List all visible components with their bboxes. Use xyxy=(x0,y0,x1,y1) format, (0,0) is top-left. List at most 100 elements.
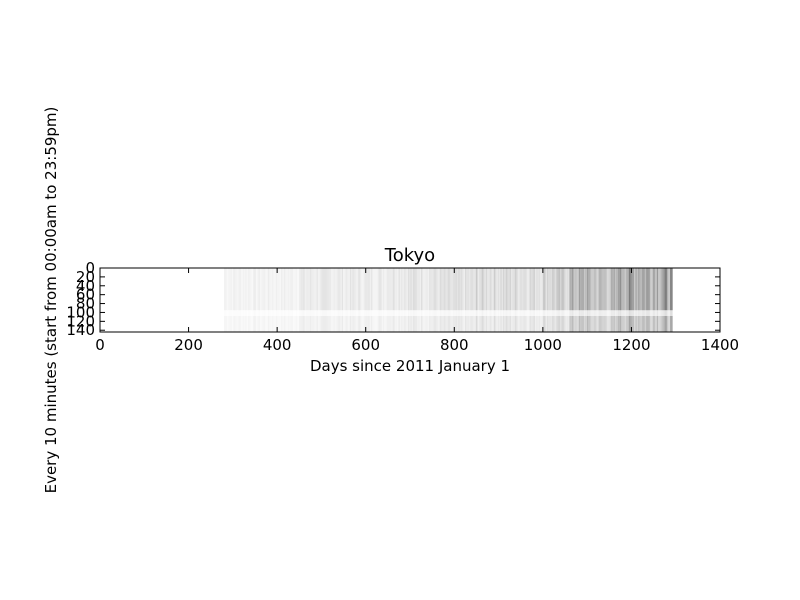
heatmap-cell xyxy=(405,316,407,332)
heatmap-cell xyxy=(451,316,453,332)
heatmap-cell xyxy=(345,316,348,332)
heatmap-cell xyxy=(656,310,658,316)
heatmap-cell xyxy=(477,268,480,311)
heatmap-cell xyxy=(360,316,362,332)
heatmap-cell xyxy=(542,310,543,316)
heatmap-cell xyxy=(347,310,348,316)
heatmap-cell xyxy=(304,268,306,311)
heatmap-cell xyxy=(471,316,473,332)
heatmap-cell xyxy=(479,310,480,316)
heatmap-cell xyxy=(419,268,422,311)
heatmap-cell xyxy=(618,310,620,316)
heatmap-cell xyxy=(301,310,302,316)
heatmap-cell xyxy=(578,310,581,316)
heatmap-cell xyxy=(359,316,361,332)
heatmap-cell xyxy=(485,316,488,332)
heatmap-cell xyxy=(546,268,549,311)
heatmap-cell xyxy=(281,316,283,332)
heatmap-cell xyxy=(284,310,285,316)
heatmap-cell xyxy=(573,268,575,311)
heatmap-cell xyxy=(582,316,585,332)
heatmap-cell xyxy=(444,316,447,332)
heatmap-cell xyxy=(360,268,362,311)
heatmap-cell xyxy=(530,268,533,311)
x-axis-label: Days since 2011 January 1 xyxy=(310,357,510,375)
heatmap-cell xyxy=(564,268,566,311)
heatmap-cell xyxy=(312,268,314,311)
heatmap-cell xyxy=(387,268,390,311)
heatmap-cell xyxy=(560,310,561,316)
heatmap-cell xyxy=(331,310,332,316)
heatmap-cell xyxy=(367,310,368,316)
heatmap-cell xyxy=(630,316,632,332)
heatmap-cell xyxy=(402,310,403,316)
y-tick-label: 60 xyxy=(76,286,95,304)
heatmap-cell xyxy=(489,316,492,332)
heatmap-cell xyxy=(640,268,643,311)
heatmap-cell xyxy=(608,310,609,316)
heatmap-cell xyxy=(570,268,573,311)
heatmap-cell xyxy=(585,316,587,332)
heatmap-cell xyxy=(398,310,399,316)
heatmap-cell xyxy=(638,316,640,332)
heatmap-cell xyxy=(394,268,396,311)
heatmap-cell xyxy=(398,268,400,311)
heatmap-cell xyxy=(406,310,407,316)
heatmap-cell xyxy=(544,310,546,316)
heatmap-cell xyxy=(351,268,353,311)
heatmap-cell xyxy=(278,316,279,332)
heatmap-cell xyxy=(299,310,300,316)
heatmap-cell xyxy=(485,268,488,311)
heatmap-cell xyxy=(439,268,441,311)
heatmap-cell xyxy=(620,316,623,332)
heatmap-cell xyxy=(522,310,523,316)
heatmap-cell xyxy=(389,310,390,316)
heatmap-cell xyxy=(244,310,245,316)
heatmap-cell xyxy=(658,316,660,332)
heatmap-cell xyxy=(290,316,292,332)
heatmap-cell xyxy=(401,310,402,316)
heatmap-cell xyxy=(474,316,476,332)
heatmap-cell xyxy=(611,268,613,311)
heatmap-cell xyxy=(462,316,464,332)
heatmap-cell xyxy=(456,268,459,311)
heatmap-cell xyxy=(632,310,635,316)
heatmap-cell xyxy=(343,310,344,316)
heatmap-cell xyxy=(247,268,248,310)
heatmap-cell xyxy=(293,316,294,332)
heatmap-cell xyxy=(601,316,604,332)
heatmap-cell xyxy=(454,316,456,332)
heatmap-cell xyxy=(340,310,341,316)
heatmap-cell xyxy=(664,310,666,316)
heatmap-cell xyxy=(599,310,601,316)
heatmap-cell xyxy=(531,310,532,316)
heatmap-cell xyxy=(309,316,312,332)
heatmap-cell xyxy=(461,310,462,316)
heatmap-cell xyxy=(655,268,657,311)
heatmap-cell xyxy=(371,316,373,332)
heatmap-cell xyxy=(592,268,594,311)
heatmap-cell xyxy=(656,316,658,332)
heatmap-cell xyxy=(385,268,387,311)
heatmap-cell xyxy=(447,268,449,311)
heatmap-cell xyxy=(484,316,486,332)
heatmap-cell xyxy=(558,316,561,332)
heatmap-cell xyxy=(616,316,618,332)
heatmap-cell xyxy=(234,268,236,311)
heatmap-cell xyxy=(646,316,648,332)
heatmap-cell xyxy=(474,268,476,311)
heatmap-cell xyxy=(444,268,447,311)
heatmap-cell xyxy=(308,316,310,332)
heatmap-cell xyxy=(374,310,375,316)
heatmap-cell xyxy=(506,268,509,311)
heatmap-cell xyxy=(342,310,343,316)
heatmap-cell xyxy=(390,316,392,332)
heatmap-cell xyxy=(336,310,337,316)
heatmap-cell xyxy=(578,268,581,311)
heatmap-cell xyxy=(664,316,666,332)
heatmap-cell xyxy=(460,310,461,316)
heatmap-cell xyxy=(396,310,397,316)
heatmap-cell xyxy=(462,268,464,311)
heatmap-cell xyxy=(474,310,475,316)
heatmap-cell xyxy=(665,310,668,316)
